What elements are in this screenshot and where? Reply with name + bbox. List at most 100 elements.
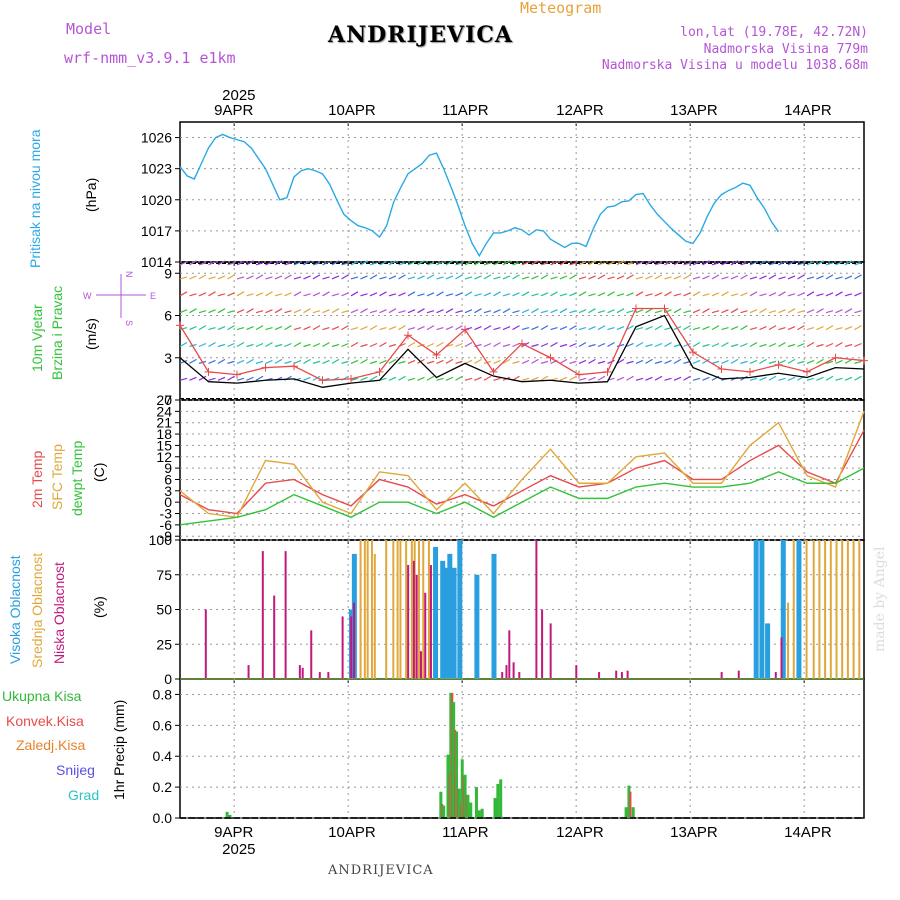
wind-barb <box>721 359 729 364</box>
wind-barb <box>189 260 197 266</box>
wind-barb <box>616 308 625 314</box>
wind-barb <box>360 358 368 364</box>
temperature-y-tick-label: 6 <box>164 471 172 487</box>
wind-barb <box>531 343 539 348</box>
cloud-bar-low <box>780 637 783 679</box>
cloud-bar-low <box>541 609 544 679</box>
wind-barb <box>274 308 283 314</box>
wind-barb <box>293 359 302 364</box>
wind-barb <box>369 274 378 280</box>
wind-gust-marker <box>489 367 498 376</box>
wind-barb <box>578 377 587 381</box>
lonlat-label: lon,lat (19.78E, 42.72N) <box>680 25 868 40</box>
wind-barb <box>607 309 615 314</box>
wind-barb <box>835 261 843 266</box>
wind-barb <box>683 375 691 381</box>
wind-barb <box>588 358 596 364</box>
wind-barb <box>626 342 634 348</box>
wind-barb <box>502 293 511 297</box>
wind-barb <box>835 359 843 364</box>
wind-barb <box>312 292 321 297</box>
precip-panel-frame <box>179 678 865 819</box>
wind-barb <box>293 261 302 266</box>
wind-barb <box>322 359 330 364</box>
wind-barb <box>654 325 663 331</box>
wind-barb <box>692 341 701 348</box>
wind-barb <box>255 310 264 314</box>
wind-barb <box>683 292 691 297</box>
wind-barb <box>398 375 406 381</box>
wind-barb <box>730 275 739 280</box>
wind-barb <box>616 376 625 381</box>
wind-barb <box>692 359 701 364</box>
wind-barb <box>759 358 767 364</box>
wind-barb <box>350 276 359 280</box>
wind-barb <box>426 310 435 314</box>
wind-barb <box>208 291 216 297</box>
wind-barb <box>607 261 615 266</box>
wind-barb <box>702 358 710 364</box>
wind-barb <box>778 276 786 280</box>
wind-barb <box>645 293 653 297</box>
precip-bar-total <box>493 797 497 818</box>
wind-barb <box>664 276 672 280</box>
wind-gust-marker <box>803 367 811 376</box>
temperature-y-tick-label: -9 <box>160 528 173 544</box>
wind-barb <box>445 326 454 331</box>
wind-barb <box>426 360 435 364</box>
wind-barb <box>597 342 606 348</box>
wind-barb <box>284 310 292 314</box>
wind-unit-label: (m/s) <box>83 318 99 350</box>
wind-barb <box>778 309 786 314</box>
wind-barb <box>730 308 739 314</box>
precip-bar-total <box>466 794 470 818</box>
wind-barb <box>569 292 577 297</box>
wind-barb <box>749 359 758 364</box>
wind-barb <box>388 326 397 331</box>
wind-barb <box>531 260 539 266</box>
wind-barb <box>417 260 425 266</box>
cloud-legend-2: Niska Oblacnost <box>51 562 67 664</box>
cloud-bar-low <box>298 665 301 679</box>
wind-gust-marker <box>233 370 241 379</box>
cloud-bar-low <box>415 574 418 679</box>
wind-barb <box>379 359 387 364</box>
day-tick-label-bottom: 13APR <box>670 824 718 841</box>
wind-barb <box>721 276 729 280</box>
precip-bar-total <box>452 702 456 818</box>
wind-barb <box>189 358 197 364</box>
wind-barb <box>768 375 777 381</box>
pressure-y-tick-label: 1014 <box>141 254 172 270</box>
wind-barb <box>312 325 321 331</box>
wind-barb <box>854 310 862 314</box>
clouds-y-tick-label: 50 <box>156 602 172 618</box>
wind-barb <box>588 293 596 297</box>
cloud-bar-low <box>327 672 330 679</box>
wind-barb <box>778 377 786 381</box>
wind-barb <box>360 293 368 297</box>
wind-barb <box>806 359 815 364</box>
wind-barb <box>702 293 710 297</box>
wind-barb <box>445 293 454 297</box>
wind-barb <box>293 309 302 314</box>
wind-gust-marker <box>860 356 868 365</box>
wind-barb <box>426 342 435 348</box>
temperature-y-tick-label: 18 <box>156 426 172 442</box>
wind-barb <box>217 326 226 331</box>
cloud-bar-mid <box>792 540 795 679</box>
wind-barb <box>816 293 824 297</box>
wind-barb <box>692 261 701 266</box>
cloud-bar-mid <box>829 540 832 679</box>
wind-barb <box>455 375 463 381</box>
cloud-bar-low <box>412 560 415 679</box>
wind-barb <box>379 261 387 266</box>
wind-barb <box>635 309 644 314</box>
cloud-bar-high <box>451 567 457 679</box>
wind-barb <box>303 343 311 348</box>
wind-barb <box>578 276 587 280</box>
wind-barb <box>369 325 378 331</box>
precip-bar-total <box>455 731 459 818</box>
wind-barb <box>768 262 777 266</box>
wind-barb <box>521 377 530 381</box>
wind-barb <box>398 274 406 280</box>
